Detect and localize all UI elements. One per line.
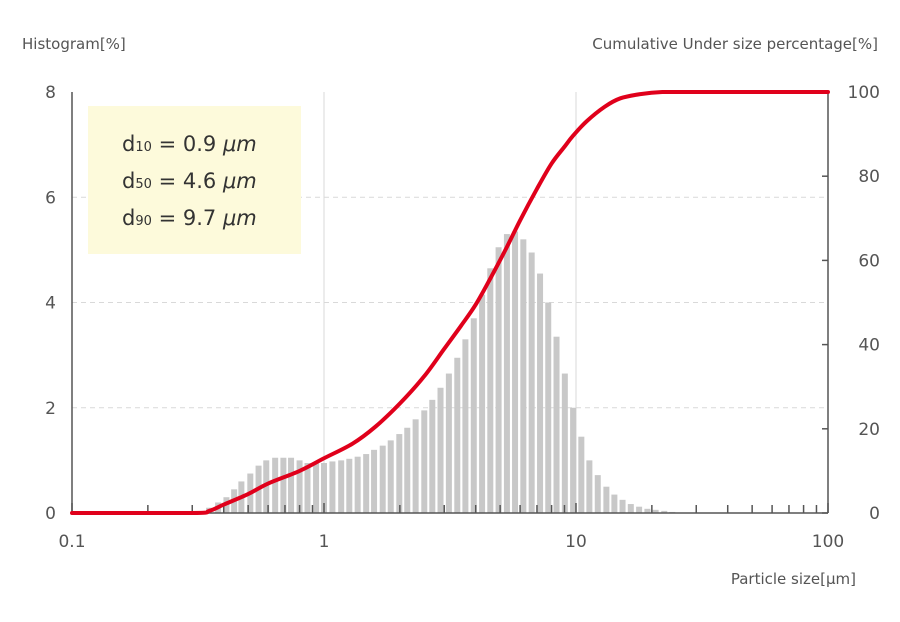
histogram-bar-53 [644, 508, 651, 513]
stat-d10: d10 = 0.9 μm [122, 132, 257, 156]
histogram-bar-25 [412, 419, 419, 513]
histogram-bar-35 [495, 247, 502, 513]
histogram-bar-39 [528, 252, 535, 513]
histogram-bar-45 [578, 436, 585, 513]
histogram-bar-46 [586, 460, 593, 513]
histogram-bar-44 [570, 407, 577, 513]
histogram-bar-24 [404, 427, 411, 513]
left-tick-label-3: 6 [45, 188, 56, 208]
histogram-bar-37 [512, 231, 519, 514]
histogram-bar-54 [652, 509, 659, 513]
right-tick-label-0: 0 [869, 504, 880, 524]
histogram-bar-52 [636, 506, 643, 513]
x-axis-title: Particle size[µm] [731, 570, 856, 588]
stat-d50-sub: 50 [135, 177, 152, 192]
stat-d90-sub: 90 [135, 214, 152, 229]
histogram-bar-7 [263, 460, 270, 513]
histogram-bar-21 [379, 445, 386, 513]
stat-d50-label: d [122, 169, 135, 193]
histogram-bar-47 [594, 475, 601, 513]
histogram-bar-31 [462, 339, 469, 513]
stat-d90-label: d [122, 206, 135, 230]
histogram-bar-28 [437, 387, 444, 513]
histogram-bar-15 [329, 461, 336, 513]
histogram-bar-18 [354, 456, 361, 513]
x-tick-label-2: 10 [565, 532, 587, 552]
histogram-bar-17 [346, 458, 353, 513]
stat-d10-value: 0.9 [183, 132, 216, 156]
stats-box-background [88, 106, 301, 254]
histogram-bar-40 [537, 273, 544, 513]
left-axis-title: Histogram[%] [22, 35, 126, 53]
histogram-bar-36 [503, 234, 510, 513]
stat-d10-label: d [122, 132, 135, 156]
stat-d50-value: 4.6 [183, 169, 216, 193]
stat-d50-unit: μm [222, 169, 257, 193]
histogram-bar-20 [371, 449, 378, 513]
histogram-bar-10 [288, 457, 295, 513]
histogram-bar-26 [421, 410, 428, 513]
histogram-bar-23 [396, 434, 403, 513]
histogram-bar-30 [454, 357, 461, 513]
histogram-bar-41 [545, 302, 552, 513]
right-tick-label-5: 100 [848, 83, 880, 103]
histogram-bar-51 [627, 504, 634, 513]
histogram-bar-33 [479, 294, 486, 513]
histogram-bar-32 [470, 318, 477, 513]
stat-d90-value: 9.7 [183, 206, 216, 230]
histogram-bar-11 [296, 460, 303, 513]
stat-d90-unit: μm [222, 206, 257, 230]
cumulative-curve [70, 89, 830, 515]
x-tick-label-0: 0.1 [58, 532, 85, 552]
left-tick-label-1: 2 [45, 399, 56, 419]
x-tick-label-3: 100 [812, 532, 844, 552]
histogram-bar-9 [280, 457, 287, 513]
histogram-bar-43 [561, 373, 568, 513]
stat-d50: d50 = 4.6 μm [122, 169, 257, 193]
histogram-bar-13 [313, 463, 320, 513]
stat-d90-eq: = [152, 206, 183, 230]
left-tick-label-2: 4 [45, 294, 56, 314]
right-axis-title: Cumulative Under size percentage[%] [592, 35, 878, 53]
histogram-bar-8 [272, 457, 279, 513]
histogram-bar-19 [363, 454, 370, 513]
histogram-bar-27 [429, 399, 436, 513]
histogram-bar-38 [520, 239, 527, 513]
histogram-bar-48 [603, 486, 610, 513]
left-tick-label-0: 0 [45, 504, 56, 524]
stats-box: d10 = 0.9 μm d50 = 4.6 μm d90 = 9.7 μm [88, 106, 301, 254]
histogram-bar-16 [338, 460, 345, 513]
x-tick-label-1: 1 [319, 532, 330, 552]
histogram-bar-22 [387, 440, 394, 513]
right-tick-label-3: 60 [858, 251, 880, 271]
histogram-bar-14 [321, 463, 327, 513]
left-tick-label-4: 8 [45, 83, 56, 103]
right-tick-label-4: 80 [858, 167, 880, 187]
histogram-bar-29 [445, 373, 452, 513]
stat-d10-eq: = [152, 132, 183, 156]
right-tick-label-2: 40 [858, 336, 880, 356]
stat-d10-unit: μm [222, 132, 257, 156]
histogram-bar-12 [304, 463, 311, 513]
histogram-bar-34 [487, 268, 494, 513]
histogram-bars [206, 231, 676, 514]
stat-d50-eq: = [152, 169, 183, 193]
histogram-bar-55 [661, 510, 668, 513]
histogram-bar-49 [611, 494, 618, 513]
right-tick-label-1: 20 [858, 420, 880, 440]
stat-d10-sub: 10 [135, 140, 152, 155]
histogram-bar-42 [553, 336, 560, 513]
stat-d90: d90 = 9.7 μm [122, 206, 257, 230]
histogram-bar-50 [619, 499, 626, 513]
